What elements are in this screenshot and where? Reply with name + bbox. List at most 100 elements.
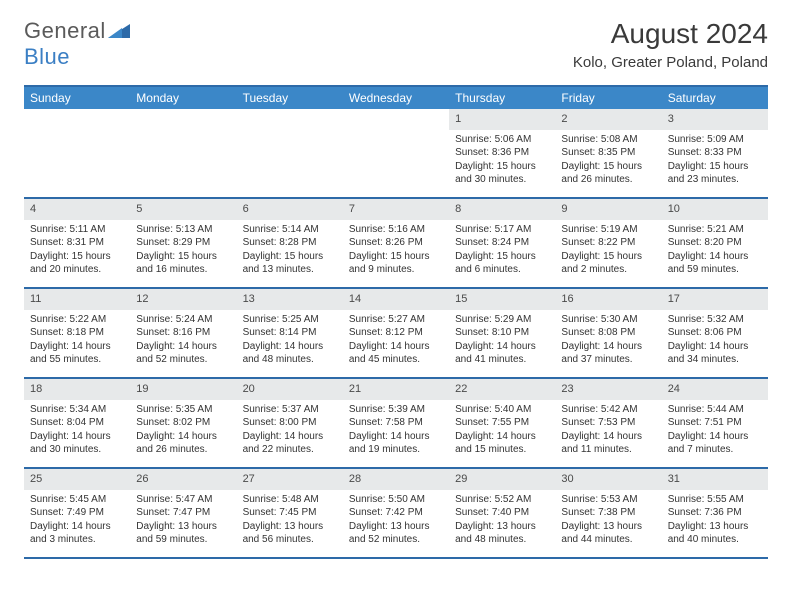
day-details: Sunrise: 5:22 AMSunset: 8:18 PMDaylight:… (24, 310, 130, 373)
day-number: 5 (130, 199, 236, 220)
logo-mark-icon (108, 18, 130, 44)
sunrise-text: Sunrise: 5:55 AM (668, 493, 762, 507)
calendar-week: 1Sunrise: 5:06 AMSunset: 8:36 PMDaylight… (24, 109, 768, 199)
daylight-text: Daylight: 15 hours and 2 minutes. (561, 250, 655, 277)
daylight-text: Daylight: 14 hours and 45 minutes. (349, 340, 443, 367)
sunrise-text: Sunrise: 5:52 AM (455, 493, 549, 507)
header: General Blue August 2024 Kolo, Greater P… (24, 18, 768, 71)
location-text: Kolo, Greater Poland, Poland (573, 54, 768, 71)
day-number: 17 (662, 289, 768, 310)
day-details: Sunrise: 5:25 AMSunset: 8:14 PMDaylight:… (237, 310, 343, 373)
day-details: Sunrise: 5:30 AMSunset: 8:08 PMDaylight:… (555, 310, 661, 373)
day-number: 16 (555, 289, 661, 310)
sunrise-text: Sunrise: 5:25 AM (243, 313, 337, 327)
day-number: 25 (24, 469, 130, 490)
calendar-cell: 16Sunrise: 5:30 AMSunset: 8:08 PMDayligh… (555, 289, 661, 377)
daylight-text: Daylight: 13 hours and 59 minutes. (136, 520, 230, 547)
calendar-cell: 6Sunrise: 5:14 AMSunset: 8:28 PMDaylight… (237, 199, 343, 287)
daylight-text: Daylight: 14 hours and 37 minutes. (561, 340, 655, 367)
daylight-text: Daylight: 14 hours and 3 minutes. (30, 520, 124, 547)
day-number: 20 (237, 379, 343, 400)
day-details: Sunrise: 5:21 AMSunset: 8:20 PMDaylight:… (662, 220, 768, 283)
calendar-cell: 5Sunrise: 5:13 AMSunset: 8:29 PMDaylight… (130, 199, 236, 287)
calendar-cell: 9Sunrise: 5:19 AMSunset: 8:22 PMDaylight… (555, 199, 661, 287)
day-details: Sunrise: 5:11 AMSunset: 8:31 PMDaylight:… (24, 220, 130, 283)
calendar-week: 11Sunrise: 5:22 AMSunset: 8:18 PMDayligh… (24, 289, 768, 379)
calendar-cell: 10Sunrise: 5:21 AMSunset: 8:20 PMDayligh… (662, 199, 768, 287)
sunrise-text: Sunrise: 5:13 AM (136, 223, 230, 237)
day-details: Sunrise: 5:13 AMSunset: 8:29 PMDaylight:… (130, 220, 236, 283)
sunrise-text: Sunrise: 5:35 AM (136, 403, 230, 417)
day-number: 10 (662, 199, 768, 220)
daylight-text: Daylight: 14 hours and 48 minutes. (243, 340, 337, 367)
sunset-text: Sunset: 7:47 PM (136, 506, 230, 520)
day-details: Sunrise: 5:47 AMSunset: 7:47 PMDaylight:… (130, 490, 236, 553)
daylight-text: Daylight: 14 hours and 59 minutes. (668, 250, 762, 277)
day-number: 4 (24, 199, 130, 220)
calendar-cell: 30Sunrise: 5:53 AMSunset: 7:38 PMDayligh… (555, 469, 661, 557)
sunset-text: Sunset: 7:53 PM (561, 416, 655, 430)
calendar-cell: 19 Sunrise: 5:35 AMSunset: 8:02 PMDayligh… (130, 379, 236, 467)
daylight-text: Daylight: 13 hours and 40 minutes. (668, 520, 762, 547)
sunrise-text: Sunrise: 5:24 AM (136, 313, 230, 327)
calendar-cell: 2Sunrise: 5:08 AMSunset: 8:35 PMDaylight… (555, 109, 661, 197)
day-number: 19 (130, 379, 236, 400)
day-number: 22 (449, 379, 555, 400)
day-number: 29 (449, 469, 555, 490)
day-number: 23 (555, 379, 661, 400)
day-number: 18 (24, 379, 130, 400)
sunrise-text: Sunrise: 5:29 AM (455, 313, 549, 327)
calendar-cell: 23Sunrise: 5:42 AMSunset: 7:53 PMDayligh… (555, 379, 661, 467)
calendar-cell: 31Sunrise: 5:55 AMSunset: 7:36 PMDayligh… (662, 469, 768, 557)
calendar-cell: 12Sunrise: 5:24 AMSunset: 8:16 PMDayligh… (130, 289, 236, 377)
sunrise-text: Sunrise: 5:16 AM (349, 223, 443, 237)
day-details: Sunrise: 5:39 AMSunset: 7:58 PMDaylight:… (343, 400, 449, 463)
calendar-cell: 29Sunrise: 5:52 AMSunset: 7:40 PMDayligh… (449, 469, 555, 557)
daylight-text: Daylight: 13 hours and 44 minutes. (561, 520, 655, 547)
day-details: Sunrise: 5:16 AMSunset: 8:26 PMDaylight:… (343, 220, 449, 283)
day-details: Sunrise: 5:52 AMSunset: 7:40 PMDaylight:… (449, 490, 555, 553)
daylight-text: Daylight: 14 hours and 7 minutes. (668, 430, 762, 457)
daylight-text: Daylight: 14 hours and 34 minutes. (668, 340, 762, 367)
day-number: 12 (130, 289, 236, 310)
daylight-text: Daylight: 13 hours and 52 minutes. (349, 520, 443, 547)
month-title: August 2024 (573, 18, 768, 50)
day-details: Sunrise: 5:08 AMSunset: 8:35 PMDaylight:… (555, 130, 661, 193)
daylight-text: Daylight: 13 hours and 48 minutes. (455, 520, 549, 547)
sunset-text: Sunset: 8:26 PM (349, 236, 443, 250)
calendar-cell: 24Sunrise: 5:44 AMSunset: 7:51 PMDayligh… (662, 379, 768, 467)
sunset-text: Sunset: 8:02 PM (136, 416, 230, 430)
day-number: 7 (343, 199, 449, 220)
sunrise-text: Sunrise: 5:53 AM (561, 493, 655, 507)
day-header: Saturday (662, 87, 768, 109)
day-number: 21 (343, 379, 449, 400)
day-number: 2 (555, 109, 661, 130)
calendar-cell (237, 109, 343, 197)
sunrise-text: Sunrise: 5:21 AM (668, 223, 762, 237)
sunrise-text: Sunrise: 5:17 AM (455, 223, 549, 237)
calendar-cell: 21Sunrise: 5:39 AMSunset: 7:58 PMDayligh… (343, 379, 449, 467)
sunset-text: Sunset: 8:24 PM (455, 236, 549, 250)
day-number: 26 (130, 469, 236, 490)
sunrise-text: Sunrise: 5:14 AM (243, 223, 337, 237)
sunrise-text: Sunrise: 5:30 AM (561, 313, 655, 327)
sunrise-text: Sunrise: 5:09 AM (668, 133, 762, 147)
day-number: 9 (555, 199, 661, 220)
daylight-text: Daylight: 15 hours and 9 minutes. (349, 250, 443, 277)
day-header: Friday (555, 87, 661, 109)
sunset-text: Sunset: 7:55 PM (455, 416, 549, 430)
day-number: 3 (662, 109, 768, 130)
daylight-text: Daylight: 15 hours and 6 minutes. (455, 250, 549, 277)
day-header: Sunday (24, 87, 130, 109)
sunset-text: Sunset: 8:36 PM (455, 146, 549, 160)
daylight-text: Daylight: 14 hours and 26 minutes. (136, 430, 230, 457)
daylight-text: Daylight: 15 hours and 30 minutes. (455, 160, 549, 187)
sunrise-text: Sunrise: 5:06 AM (455, 133, 549, 147)
day-details: Sunrise: 5:24 AMSunset: 8:16 PMDaylight:… (130, 310, 236, 373)
daylight-text: Daylight: 14 hours and 30 minutes. (30, 430, 124, 457)
logo-word-1: General (24, 18, 106, 43)
calendar: Sunday Monday Tuesday Wednesday Thursday… (24, 85, 768, 559)
daylight-text: Daylight: 13 hours and 56 minutes. (243, 520, 337, 547)
calendar-cell (343, 109, 449, 197)
day-details: Sunrise: 5:14 AMSunset: 8:28 PMDaylight:… (237, 220, 343, 283)
